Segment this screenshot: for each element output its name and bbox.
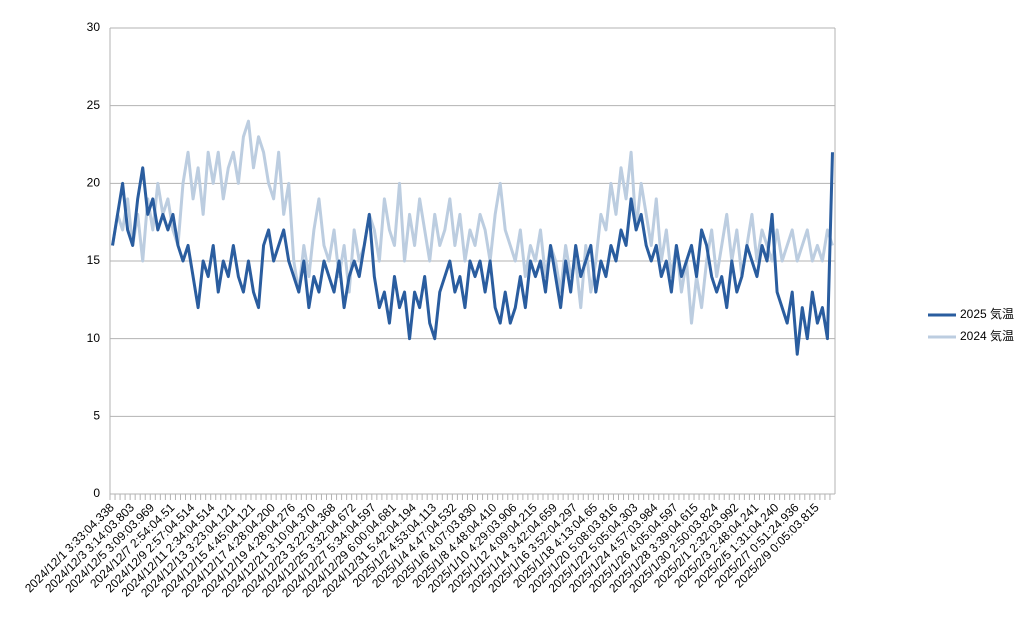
y-tick-label: 10 — [87, 331, 101, 345]
y-tick-label: 0 — [93, 486, 100, 500]
series-line — [111, 152, 834, 356]
legend-label: 2024 気温 — [960, 328, 1014, 343]
y-tick-label: 30 — [87, 20, 101, 34]
series-line — [111, 119, 834, 325]
y-tick-label: 20 — [87, 176, 101, 190]
legend-label: 2025 気温 — [960, 306, 1014, 321]
y-tick-label: 15 — [87, 253, 101, 267]
y-tick-label: 5 — [93, 409, 100, 423]
y-tick-label: 25 — [87, 98, 101, 112]
